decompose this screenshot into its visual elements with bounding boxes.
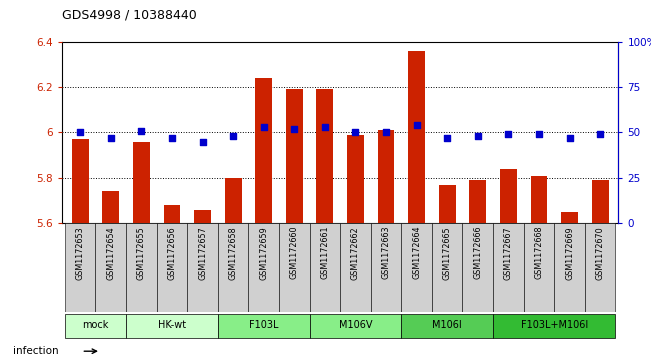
Bar (347, 135, 364, 223)
Bar (310, 223, 340, 312)
Bar (225, 178, 242, 223)
Point (105, 135, 116, 141)
Bar (187, 223, 218, 312)
Bar (500, 169, 517, 223)
Text: GSM1172667: GSM1172667 (504, 226, 513, 280)
Text: HK-wt: HK-wt (158, 320, 186, 330)
Bar (523, 223, 554, 312)
Text: GSM1172664: GSM1172664 (412, 226, 421, 280)
Text: GSM1172670: GSM1172670 (596, 226, 605, 280)
Bar (65, 314, 126, 338)
Text: GSM1172669: GSM1172669 (565, 226, 574, 280)
Text: GSM1172662: GSM1172662 (351, 226, 360, 280)
Bar (286, 89, 303, 223)
Bar (133, 142, 150, 223)
Bar (469, 180, 486, 223)
Bar (255, 78, 272, 223)
Text: GSM1172653: GSM1172653 (76, 226, 85, 280)
Text: GSM1172660: GSM1172660 (290, 226, 299, 280)
Bar (531, 176, 547, 223)
Bar (585, 223, 615, 312)
Text: mock: mock (82, 320, 109, 330)
Bar (340, 223, 370, 312)
Bar (163, 205, 180, 223)
Text: GSM1172654: GSM1172654 (106, 226, 115, 280)
Point (381, 130, 391, 135)
Bar (249, 223, 279, 312)
Text: GDS4998 / 10388440: GDS4998 / 10388440 (62, 9, 197, 22)
Bar (316, 89, 333, 223)
Bar (462, 223, 493, 312)
Point (564, 135, 575, 141)
Point (136, 128, 146, 134)
Point (289, 126, 299, 132)
Bar (493, 223, 523, 312)
Point (595, 131, 605, 137)
Point (473, 133, 483, 139)
Bar (126, 223, 157, 312)
Text: M106I: M106I (432, 320, 462, 330)
Bar (218, 314, 310, 338)
Point (534, 131, 544, 137)
Point (350, 130, 361, 135)
Bar (408, 51, 425, 223)
Bar (439, 185, 456, 223)
Text: GSM1172666: GSM1172666 (473, 226, 482, 280)
Point (258, 124, 269, 130)
Text: GSM1172656: GSM1172656 (167, 226, 176, 280)
Bar (65, 223, 96, 312)
Point (503, 131, 514, 137)
Bar (72, 139, 89, 223)
Bar (561, 212, 578, 223)
Bar (554, 223, 585, 312)
Bar (218, 223, 249, 312)
Bar (401, 223, 432, 312)
Point (167, 135, 177, 141)
Bar (279, 223, 310, 312)
Text: M106V: M106V (339, 320, 372, 330)
Point (228, 133, 238, 139)
Bar (126, 314, 218, 338)
Text: GSM1172658: GSM1172658 (229, 226, 238, 280)
Point (411, 122, 422, 128)
Bar (96, 223, 126, 312)
Bar (194, 210, 211, 223)
Text: GSM1172661: GSM1172661 (320, 226, 329, 280)
Bar (157, 223, 187, 312)
Bar (493, 314, 615, 338)
Point (75, 130, 85, 135)
Bar (102, 192, 119, 223)
Text: F103L: F103L (249, 320, 279, 330)
Bar (370, 223, 401, 312)
Text: GSM1172665: GSM1172665 (443, 226, 452, 280)
Bar (592, 180, 609, 223)
Point (197, 139, 208, 144)
Text: GSM1172657: GSM1172657 (198, 226, 207, 280)
Bar (432, 223, 462, 312)
Bar (378, 130, 395, 223)
Text: F103L+M106I: F103L+M106I (521, 320, 588, 330)
Text: infection: infection (13, 346, 59, 356)
Point (320, 124, 330, 130)
Bar (401, 314, 493, 338)
Text: GSM1172663: GSM1172663 (381, 226, 391, 280)
Bar (310, 314, 401, 338)
Point (442, 135, 452, 141)
Text: GSM1172668: GSM1172668 (534, 226, 544, 280)
Text: GSM1172655: GSM1172655 (137, 226, 146, 280)
Text: GSM1172659: GSM1172659 (259, 226, 268, 280)
